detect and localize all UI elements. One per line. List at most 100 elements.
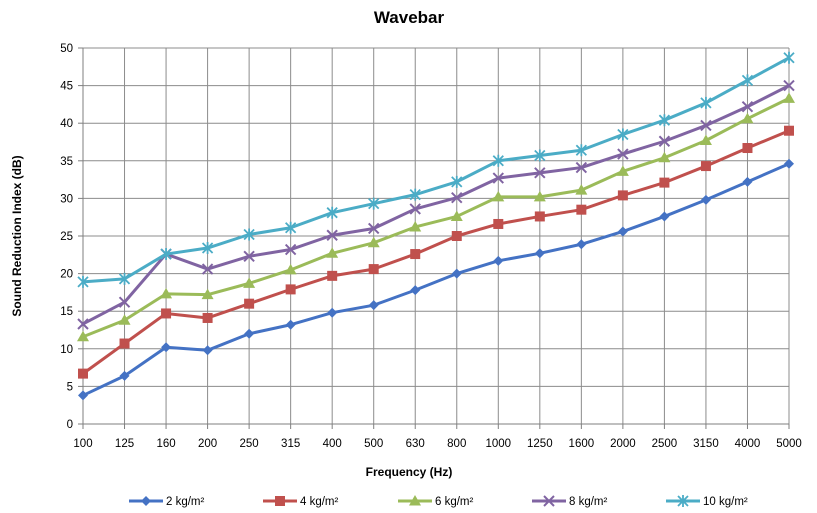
legend-item: 4 kg/m² [263, 496, 339, 508]
data-point [284, 243, 297, 256]
data-point [617, 128, 629, 141]
legend-marker [409, 495, 421, 506]
data-point [243, 228, 255, 241]
data-point [575, 161, 588, 174]
data-point [78, 390, 88, 401]
y-axis-title: Sound Reduction Index (dB) [10, 155, 24, 316]
data-point [161, 308, 172, 319]
data-point [451, 191, 463, 204]
x-tick-label: 160 [156, 438, 175, 450]
data-point [576, 239, 587, 250]
x-tick-label: 3150 [693, 438, 719, 450]
data-point [658, 135, 671, 147]
legend-marker [275, 496, 285, 506]
data-point [658, 114, 671, 127]
data-point [492, 172, 505, 184]
axes [78, 47, 790, 429]
data-point [327, 307, 338, 318]
data-point [243, 250, 255, 263]
legend-item: 10 kg/m² [666, 495, 748, 508]
data-point [493, 218, 504, 229]
x-tick-label: 1000 [485, 438, 511, 450]
data-point [783, 92, 795, 103]
x-tick-label: 200 [198, 438, 217, 450]
x-axis-title: Frequency (Hz) [366, 465, 453, 479]
legend-item: 8 kg/m² [532, 495, 608, 508]
series-group [77, 51, 795, 401]
legend-label: 8 kg/m² [569, 496, 608, 508]
data-point [700, 194, 711, 205]
data-point [742, 143, 753, 154]
data-point [244, 298, 255, 309]
legend-marker [141, 496, 151, 506]
data-point [492, 154, 504, 167]
data-point [161, 342, 172, 353]
x-tick-label: 500 [364, 438, 383, 450]
data-point [742, 176, 753, 187]
data-point [534, 248, 545, 259]
data-point [367, 222, 380, 235]
y-tick-label: 40 [60, 118, 73, 130]
data-point [118, 296, 131, 308]
data-point [492, 190, 505, 202]
data-point [700, 96, 712, 109]
x-tick-label: 100 [73, 438, 92, 450]
data-point [367, 236, 380, 248]
data-point [327, 270, 338, 281]
data-point [118, 272, 131, 285]
data-point [77, 318, 89, 330]
data-point [326, 206, 338, 219]
legend-item: 6 kg/m² [398, 495, 474, 508]
data-point [160, 287, 173, 299]
series-line [82, 162, 790, 397]
data-point [326, 247, 339, 258]
data-point [616, 165, 629, 176]
data-point [700, 161, 711, 172]
x-tick-label: 400 [323, 438, 342, 450]
data-point [617, 190, 628, 201]
data-point [784, 158, 794, 169]
legend-label: 10 kg/m² [703, 496, 748, 508]
data-point [285, 221, 297, 234]
data-point [202, 312, 213, 323]
data-point [409, 220, 422, 232]
data-point [244, 328, 255, 339]
x-tick-label: 2500 [652, 438, 678, 450]
data-point [119, 370, 130, 381]
data-point [160, 248, 172, 261]
data-point [451, 175, 463, 188]
x-tick-label: 2000 [610, 438, 636, 450]
data-point [741, 100, 754, 113]
y-axis-ticks: 0 5 10 15 20 25 30 35 40 45 50 [60, 43, 73, 431]
data-point [78, 368, 88, 379]
data-point [576, 204, 587, 215]
gridlines [82, 47, 790, 425]
series-line [82, 56, 790, 284]
series-1 [78, 158, 794, 401]
legend-label: 4 kg/m² [300, 496, 339, 508]
data-point [202, 345, 213, 356]
y-tick-label: 5 [67, 381, 73, 393]
x-tick-label: 630 [406, 438, 425, 450]
legend-marker [677, 495, 689, 507]
data-point [658, 151, 671, 163]
data-point [284, 263, 297, 275]
data-point [699, 134, 712, 145]
data-point [534, 167, 546, 179]
y-tick-label: 20 [60, 269, 73, 281]
data-point [410, 249, 421, 260]
data-point [741, 74, 754, 87]
x-tick-label: 250 [240, 438, 259, 450]
legend-label: 2 kg/m² [166, 496, 205, 508]
y-tick-label: 25 [60, 231, 73, 243]
data-point [617, 148, 629, 160]
series-3 [77, 92, 795, 342]
y-tick-label: 50 [60, 43, 73, 55]
data-point [659, 177, 670, 188]
y-tick-label: 35 [60, 156, 73, 168]
data-point [659, 211, 670, 222]
data-point [410, 285, 421, 296]
data-point [534, 149, 546, 162]
data-point [783, 51, 795, 64]
